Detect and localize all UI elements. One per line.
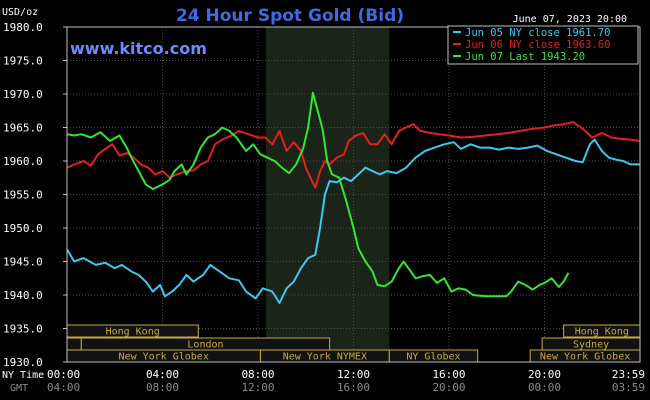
x-tick-label-gmt: 04:00 [47,381,80,394]
session-band-label: NY Globex [406,352,460,363]
kitco-watermark: www.kitco.com [70,39,207,58]
y-tick-label: 1935.0 [3,323,43,336]
session-band-label: New York Globex [540,352,630,363]
y-axis-ticks: 1930.0 1935.0 1940.0 1945.0 1950.0 1955.0 1960… [3,21,67,369]
x-axis-ticks: 00:0004:0004:0008:0008:0012:0012:0016:00… [47,368,645,394]
y-tick-label: 1930.0 [3,356,43,369]
x-tick-label-gmt: 20:00 [432,381,465,394]
y-tick-label: 1945.0 [3,256,43,269]
legend-entry: Jun 06 NY close 1963.60 [465,39,610,51]
x-axis-label-ny-time: NY Time [2,370,44,381]
series-line-2 [66,121,640,189]
session-band-label: London [187,340,223,351]
chart-date: June 07, 2023 20:00 [513,14,627,25]
chart-title: 24 Hour Spot Gold (Bid) [176,6,404,26]
session-band-label: New York NYMEX [283,352,367,363]
x-tick-label-ny: 16:00 [432,368,465,381]
x-tick-label-gmt: 12:00 [241,381,274,394]
x-tick-label-gmt: 16:00 [337,381,370,394]
legend-entry: Jun 07 Last 1943.20 [465,51,585,63]
y-tick-label: 1970.0 [3,88,43,101]
x-tick-label-ny: 04:00 [146,368,179,381]
legend-box [447,25,639,65]
y-tick-label: 1960.0 [3,155,43,168]
x-tick-label-ny: 20:00 [528,368,561,381]
session-band-label: Hong Kong [106,327,160,338]
session-band-label: Hong Kong [575,327,629,338]
x-tick-label-gmt: 08:00 [146,381,179,394]
y-tick-label: 1950.0 [3,222,43,235]
y-axis-unit: USD/oz [2,7,38,18]
y-tick-label: 1975.0 [3,55,43,68]
y-tick-label: 1965.0 [3,122,43,135]
x-tick-label-gmt: 00:00 [528,381,561,394]
session-band-label: Sydney [573,340,609,351]
x-tick-label-ny: 23:59 [612,368,645,381]
x-tick-label-ny: 00:00 [47,368,80,381]
session-band [66,337,82,351]
legend-entry: Jun 05 NY close 1961.70 [465,27,610,39]
x-tick-label-ny: 08:00 [241,368,274,381]
y-tick-label: 1980.0 [3,21,43,34]
x-tick-label-gmt: 03:59 [612,381,645,394]
series-line-3 [66,91,570,298]
y-tick-label: 1940.0 [3,289,43,302]
session-band-label: New York Globex [119,352,209,363]
x-axis-label-gmt: GMT [10,383,28,394]
x-tick-label-ny: 12:00 [337,368,370,381]
y-tick-label: 1955.0 [3,189,43,202]
price-series-layer [66,91,640,304]
